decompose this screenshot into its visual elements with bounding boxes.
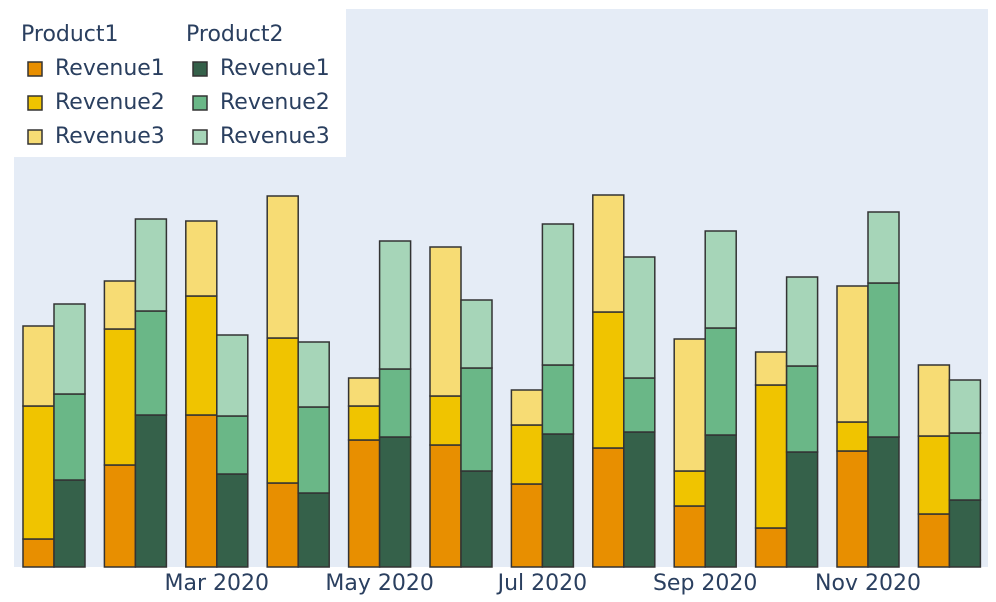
bar-segment — [266, 195, 299, 339]
x-tick-label: Nov 2020 — [815, 571, 921, 596]
bar-segment — [836, 421, 869, 452]
legend-swatch — [192, 61, 208, 77]
bar-segment — [836, 285, 869, 423]
bar-segment — [948, 499, 982, 568]
bar-segment — [836, 450, 869, 568]
legend-label: Revenue3 — [55, 124, 165, 149]
bar-segment — [704, 434, 737, 568]
bar-segment — [510, 424, 544, 485]
bar-segment — [592, 311, 625, 449]
bar-segment — [867, 282, 900, 438]
bar-segment — [510, 389, 544, 426]
bar-segment — [460, 470, 493, 568]
legend-group-title: Product1 — [21, 22, 119, 47]
x-tick-label: Mar 2020 — [165, 571, 270, 596]
legend-swatch — [27, 95, 43, 111]
legend-label: Revenue1 — [220, 56, 330, 81]
bar-segment — [510, 483, 544, 568]
bar-segment — [134, 310, 168, 416]
bar-segment — [53, 479, 86, 568]
bar-segment — [185, 295, 218, 416]
bar-segment — [378, 436, 412, 568]
bar-segment — [948, 432, 982, 501]
bar-segment — [266, 482, 299, 568]
legend-swatch — [192, 95, 208, 111]
bar-segment — [347, 439, 381, 568]
bar-segment — [754, 527, 788, 568]
bar-segment — [623, 431, 656, 568]
x-tick-label: May 2020 — [325, 571, 433, 596]
bar-segment — [673, 470, 706, 507]
legend-box — [14, 9, 346, 157]
bar-segment — [541, 223, 575, 366]
legend-label: Revenue3 — [220, 124, 330, 149]
bar-segment — [460, 367, 493, 472]
bar-segment — [22, 405, 55, 540]
bar-segment — [347, 405, 381, 441]
legend-swatch — [192, 129, 208, 145]
bar-segment — [541, 433, 575, 568]
bar-segment — [103, 328, 137, 466]
bar-segment — [785, 451, 819, 568]
bar-segment — [592, 194, 625, 313]
bar-segment — [704, 327, 737, 436]
legend-group-title: Product2 — [186, 22, 284, 47]
bar-segment — [917, 435, 951, 515]
bar-segment — [185, 414, 218, 568]
bar-segment — [134, 218, 168, 312]
bar-segment — [785, 276, 819, 367]
bar-segment — [867, 436, 900, 568]
bar-segment — [673, 338, 706, 472]
bar-segment — [53, 393, 86, 481]
bar-segment — [460, 299, 493, 369]
bar-segment — [429, 444, 462, 568]
bar-segment — [216, 415, 249, 475]
bar-segment — [185, 220, 218, 297]
bar-segment — [917, 364, 951, 437]
bar-segment — [53, 303, 86, 395]
bar-segment — [867, 211, 900, 284]
bar-segment — [378, 368, 412, 438]
bar-segment — [297, 492, 330, 568]
bar-segment — [266, 337, 299, 484]
bar-segment — [754, 384, 788, 529]
bar-segment — [22, 538, 55, 568]
bar-segment — [917, 513, 951, 568]
bar-segment — [429, 395, 462, 446]
bar-segment — [103, 464, 137, 568]
bar-segment — [347, 377, 381, 407]
bar-segment — [297, 341, 330, 408]
legend-swatch — [27, 61, 43, 77]
bar-segment — [673, 505, 706, 568]
bar-segment — [592, 447, 625, 568]
bar-segment — [623, 256, 656, 379]
bar-segment — [429, 246, 462, 397]
bar-segment — [297, 406, 330, 494]
bar-segment — [216, 334, 249, 417]
bar-segment — [754, 351, 788, 386]
legend-swatch — [27, 129, 43, 145]
legend-label: Revenue2 — [220, 90, 330, 115]
bar-segment — [378, 240, 412, 370]
bar-segment — [541, 364, 575, 435]
bar-segment — [134, 414, 168, 568]
bar-segment — [103, 280, 137, 330]
legend-label: Revenue1 — [55, 56, 165, 81]
bar-segment — [704, 230, 737, 329]
bar-segment — [22, 325, 55, 407]
bar-segment — [216, 473, 249, 568]
x-tick-label: Jul 2020 — [496, 571, 588, 596]
bar-segment — [785, 365, 819, 453]
bar-segment — [948, 379, 982, 434]
bar-segment — [623, 377, 656, 433]
x-tick-label: Sep 2020 — [653, 571, 757, 596]
legend-label: Revenue2 — [55, 90, 165, 115]
